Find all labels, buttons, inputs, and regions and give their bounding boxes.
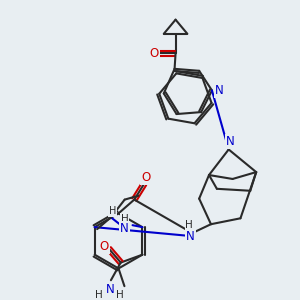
Text: H: H: [185, 220, 193, 230]
Text: N: N: [186, 230, 195, 242]
Text: O: O: [99, 240, 109, 253]
Text: O: O: [149, 47, 159, 60]
Text: H: H: [121, 214, 129, 224]
Text: N: N: [120, 222, 129, 235]
Text: H: H: [95, 290, 103, 300]
Text: O: O: [141, 172, 151, 184]
Text: H: H: [116, 290, 124, 300]
Text: N: N: [214, 84, 223, 97]
Text: N: N: [106, 283, 114, 296]
Text: H: H: [109, 206, 117, 216]
Text: N: N: [226, 135, 235, 148]
